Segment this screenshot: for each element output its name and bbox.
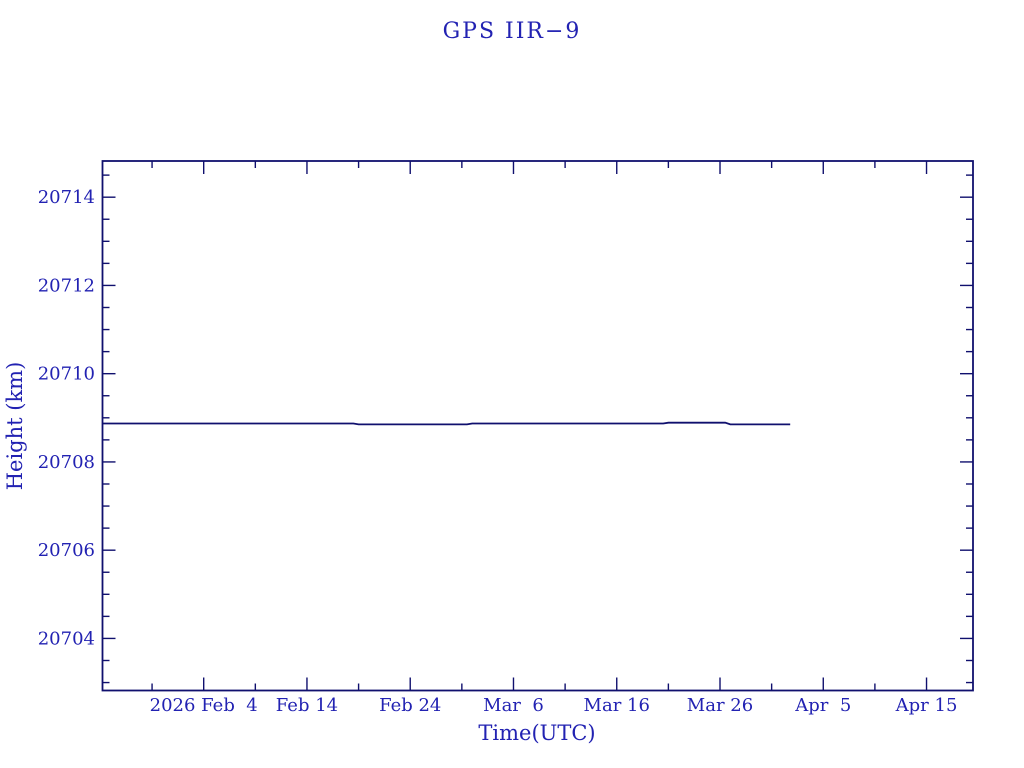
height-series-line: [102, 421, 791, 426]
y-tick-label: 20710: [38, 364, 95, 385]
axis-box: [101, 160, 974, 692]
x-tick-label: Apr 5: [794, 695, 851, 716]
x-tick-label: 2026 Feb 4: [150, 695, 258, 716]
y-tick-label: 20706: [38, 540, 95, 561]
x-tick-label: Feb 14: [276, 695, 338, 716]
y-axis-title: Height (km): [3, 362, 27, 491]
x-axis-title: Time(UTC): [478, 721, 595, 745]
plot-area: 2026 Feb 4 Feb 14 Feb 24 Mar 6 Mar 16 Mar 26 A…: [38, 160, 974, 716]
chart-title: GPS IIR−9: [443, 19, 582, 44]
x-tick-label: Mar 16: [584, 695, 650, 716]
x-tick-label: Mar 6: [483, 695, 544, 716]
x-tick-label: Mar 26: [687, 695, 753, 716]
y-tick-label: 20704: [38, 628, 95, 649]
x-tick-label: Feb 24: [379, 695, 441, 716]
y-tick-label: 20714: [38, 187, 95, 208]
y-tick-label: 20712: [38, 275, 95, 296]
y-tick-label: 20708: [38, 452, 95, 473]
x-tick-label: Apr 15: [895, 695, 958, 716]
